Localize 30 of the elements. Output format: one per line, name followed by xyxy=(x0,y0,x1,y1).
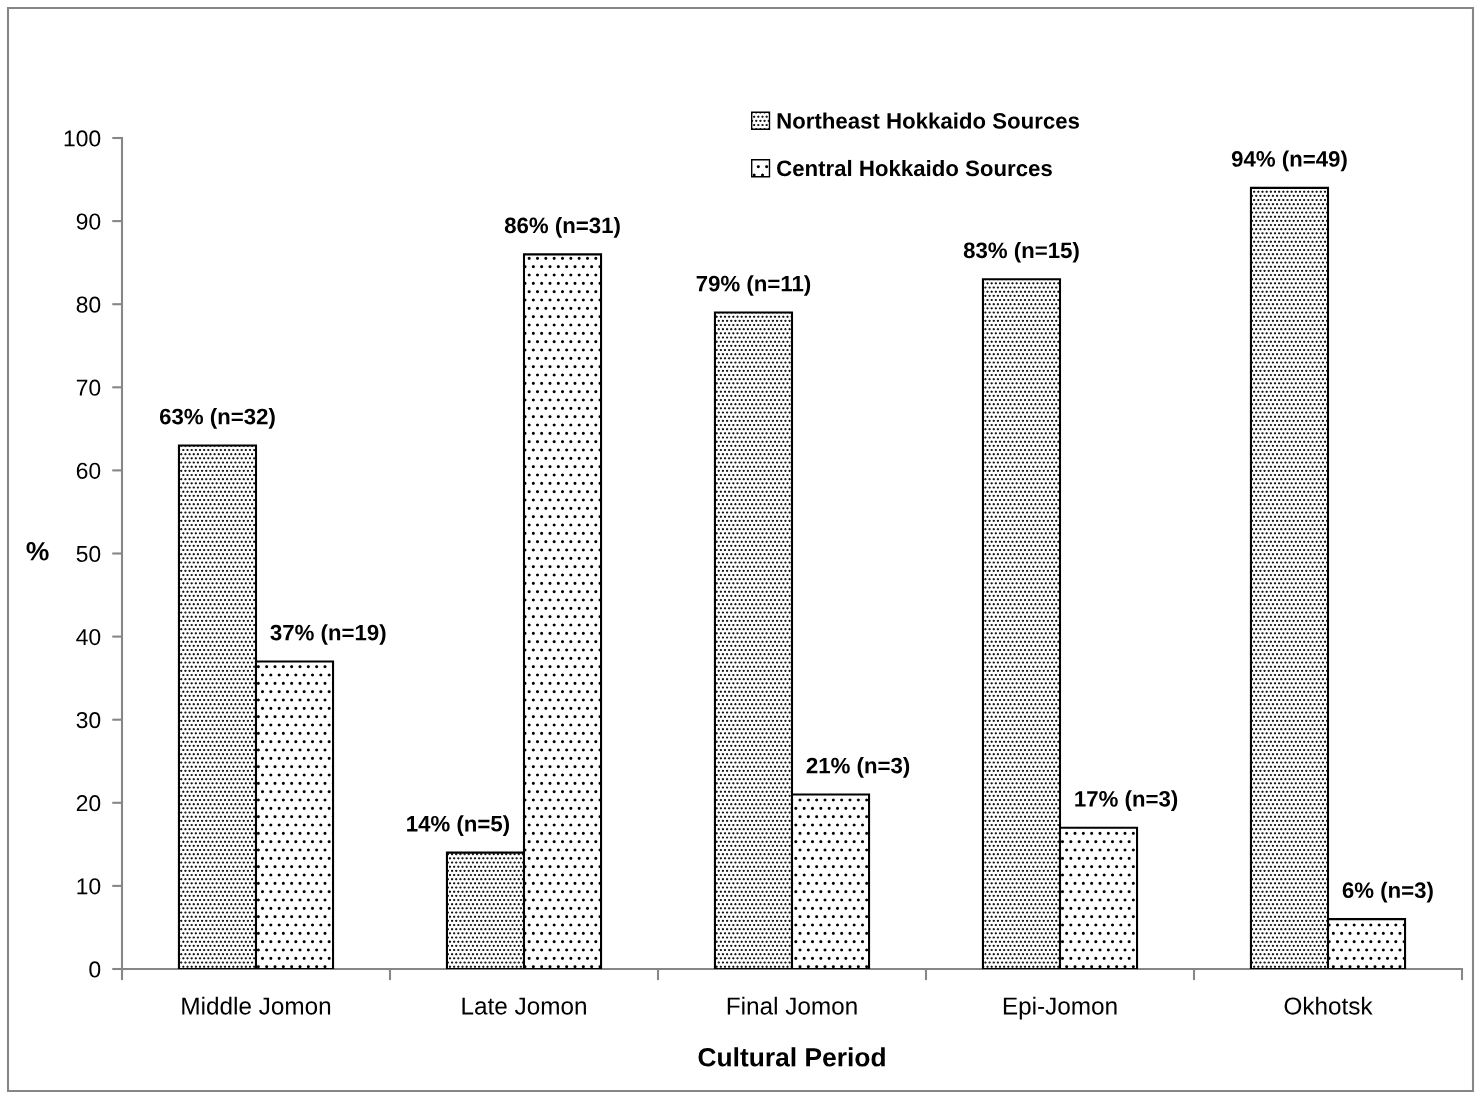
data-label: 6% (n=3) xyxy=(1342,881,1433,903)
data-label: 14% (n=5) xyxy=(407,815,510,836)
data-label: 63% (n=32) xyxy=(159,408,275,429)
y-tick-label: 80 xyxy=(76,296,101,313)
data-label: 79% (n=11) xyxy=(696,275,811,296)
y-tick-label: 0 xyxy=(89,961,101,978)
x-tick-label: Middle Jomon xyxy=(182,996,331,1015)
y-tick-label: 40 xyxy=(76,628,101,646)
data-label: 17% (n=3) xyxy=(1075,790,1178,812)
data-label: 21% (n=3) xyxy=(806,757,910,778)
legend-label: Northeast Hokkaido Sources xyxy=(777,112,1080,129)
x-tick-label: Epi-Jomon xyxy=(1003,996,1117,1020)
y-tick-label: 100 xyxy=(64,130,101,147)
legend-label: Central Hokkaido Sources xyxy=(777,159,1052,177)
y-tick-label: 90 xyxy=(76,213,101,230)
y-tick-label: 70 xyxy=(76,379,101,396)
y-tick-label: 60 xyxy=(76,462,101,479)
x-tick-label: Final Jomon xyxy=(727,996,857,1015)
y-tick-label: 10 xyxy=(77,878,101,895)
y-tick-label: 20 xyxy=(76,795,101,812)
y-tick-label: 30 xyxy=(76,712,101,729)
y-tick-label: 50 xyxy=(76,545,101,563)
y-axis-title: % xyxy=(26,541,49,561)
x-tick-label: Okhotsk xyxy=(1284,996,1373,1015)
x-tick-label: Late Jomon xyxy=(462,997,586,1015)
data-label: 86% (n=31) xyxy=(504,216,620,238)
x-axis-title: Cultural Period xyxy=(698,1047,885,1067)
data-label: 94% (n=49) xyxy=(1231,150,1347,172)
data-label: 83% (n=15) xyxy=(963,241,1079,263)
data-label: 37% (n=19) xyxy=(270,624,386,645)
